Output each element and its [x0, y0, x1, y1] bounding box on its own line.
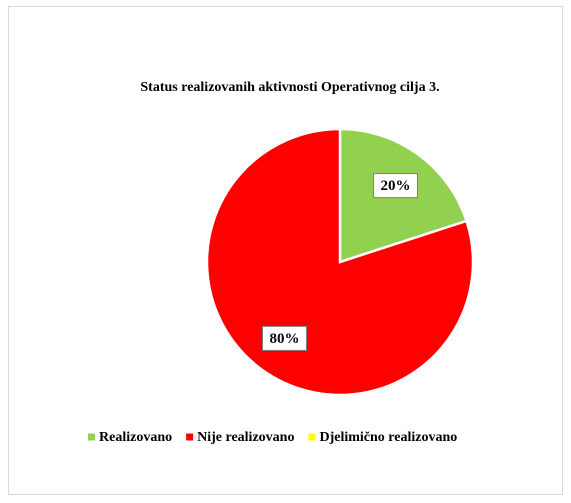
data-label: 80% [269, 331, 299, 347]
data-label-box [261, 325, 307, 351]
chart-title: Status realizovanih aktivnosti Operativn… [140, 80, 439, 95]
legend-swatch [88, 433, 95, 441]
legend-label: Realizovano [99, 430, 172, 445]
legend-swatch [308, 433, 316, 441]
data-label-box [373, 173, 419, 199]
legend-label: Nije realizovano [197, 430, 294, 445]
data-label: 20% [381, 178, 411, 194]
legend-label: Djelimično realizovano [319, 430, 457, 445]
legend-swatch [186, 433, 194, 441]
